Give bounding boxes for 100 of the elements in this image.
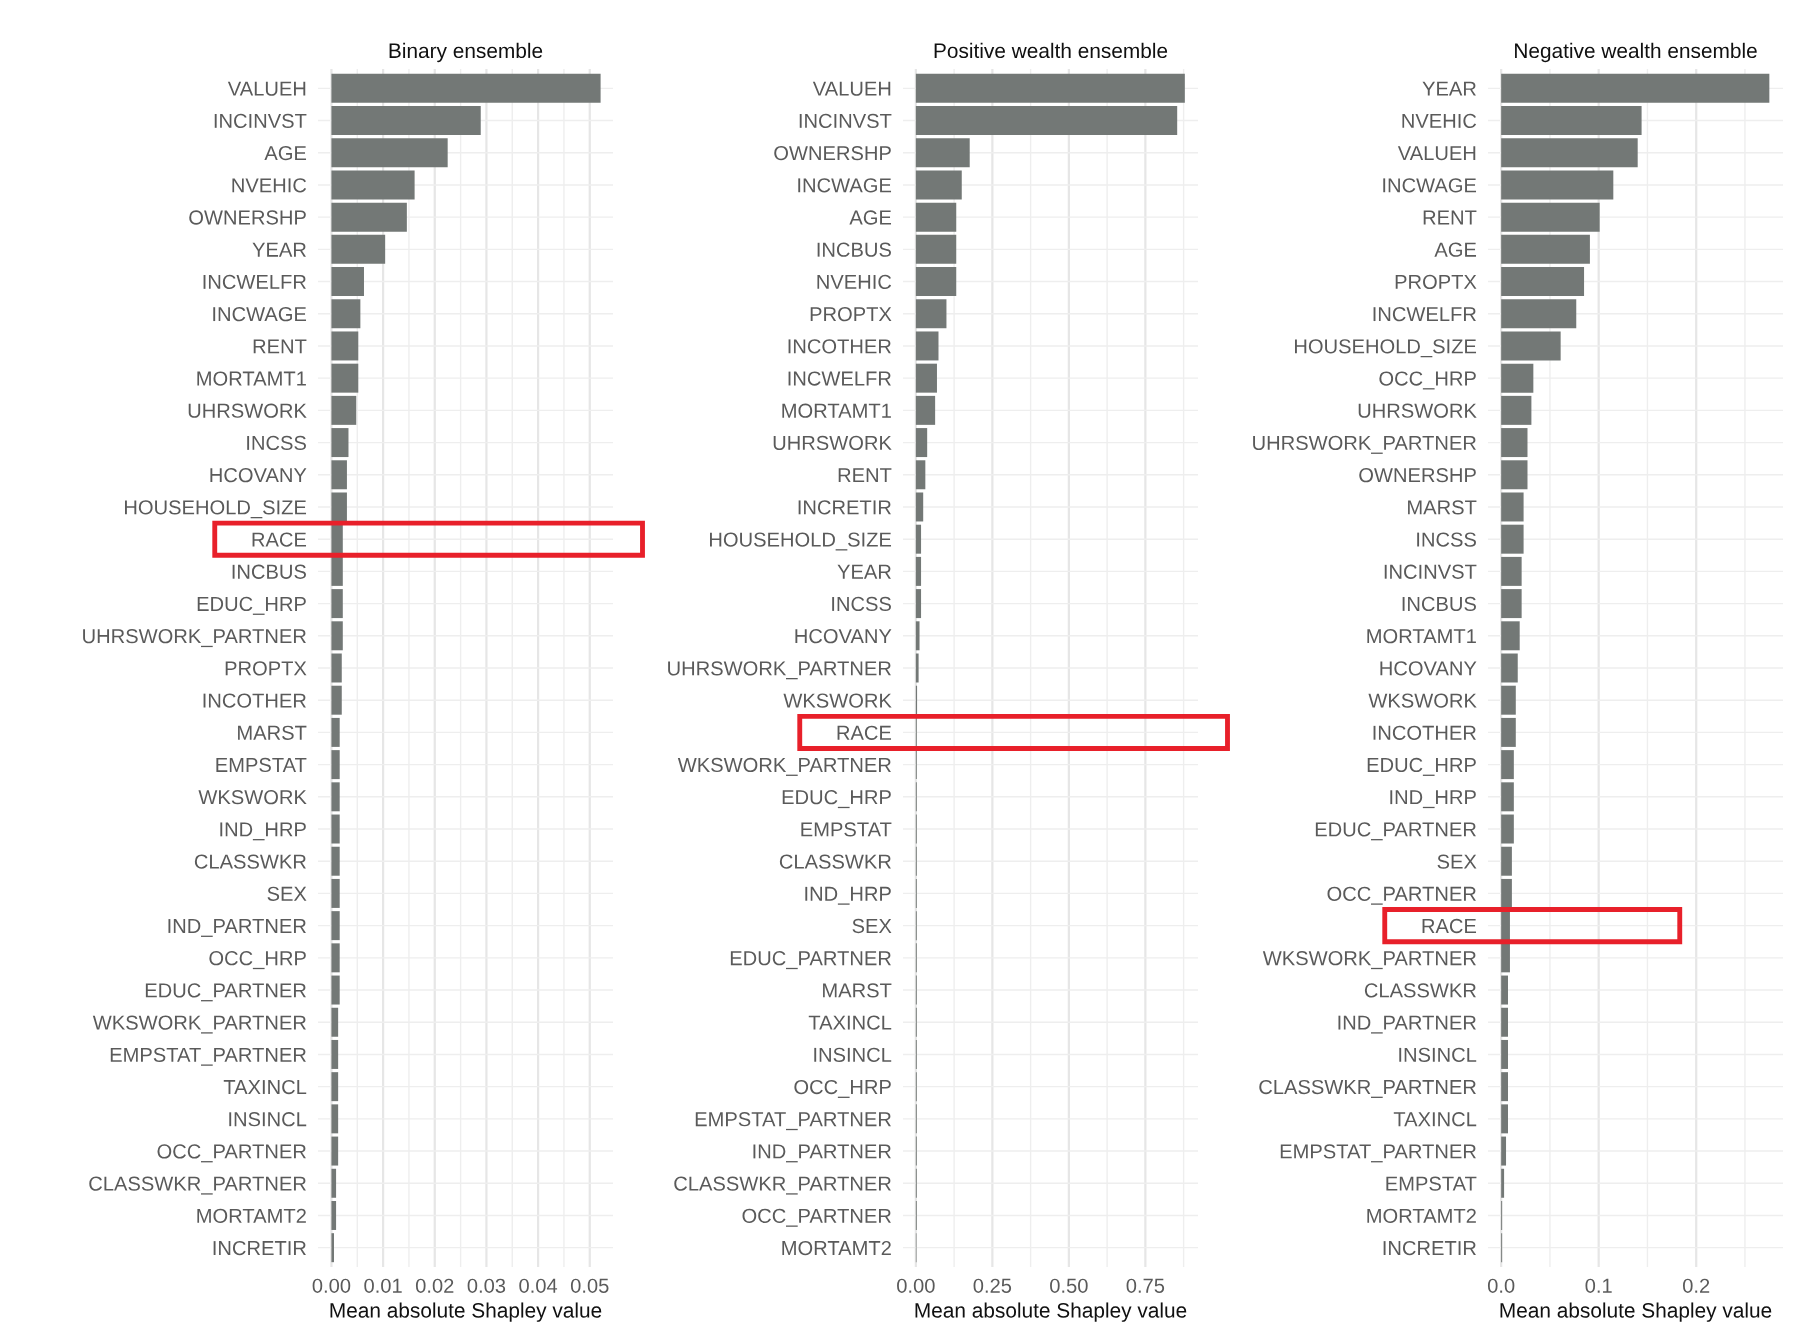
bar <box>915 170 962 200</box>
y-tick-label: EMPSTAT_PARTNER <box>695 1112 891 1131</box>
bar <box>915 267 957 297</box>
bar <box>1501 589 1522 619</box>
y-tick-label: INSINCL <box>229 1112 307 1127</box>
y-tick-label: IND_HRP <box>805 886 891 905</box>
y-tick-label: MARST <box>823 983 892 998</box>
y-tick-label: UHRSWORK <box>1358 403 1477 418</box>
x-tick-label: 0.02 <box>415 1278 454 1293</box>
y-tick-label: CLASSWKR <box>1364 983 1476 998</box>
y-tick-label: OCC_HRP <box>209 951 306 970</box>
x-axis-title: Mean absolute Shapley value <box>915 1302 1187 1322</box>
y-tick-label: IND_HRP <box>1390 790 1476 809</box>
bar <box>331 299 361 329</box>
y-tick-label: INCSS <box>1417 532 1476 547</box>
y-tick-label: HCOVANY <box>210 468 307 483</box>
x-tick-label: 0.00 <box>312 1278 351 1293</box>
y-tick-label: MORTAMT2 <box>1367 1208 1476 1223</box>
bar <box>331 750 340 780</box>
bar <box>331 1168 337 1198</box>
y-tick-label: RACE <box>837 725 892 740</box>
y-tick-label: INCOTHER <box>203 693 306 708</box>
y-tick-label: OCC_HRP <box>1379 371 1476 390</box>
y-tick-label: INCWELFR <box>788 371 891 386</box>
y-tick-label: INSINCL <box>1399 1047 1477 1062</box>
y-tick-label: CLASSWKR <box>779 854 891 869</box>
x-tick-label: 0.75 <box>1126 1278 1165 1293</box>
y-tick-label: AGE <box>264 145 307 161</box>
y-tick-label: EMPSTAT_PARTNER <box>110 1047 306 1066</box>
bar <box>1501 1136 1507 1166</box>
y-tick-label: HOUSEHOLD_SIZE <box>125 500 307 519</box>
bar <box>1501 621 1520 651</box>
y-tick-label: UHRSWORK_PARTNER <box>668 661 891 680</box>
bar <box>331 911 340 941</box>
bar <box>331 1136 339 1166</box>
y-tick-label: EMPSTAT <box>216 757 307 773</box>
bar <box>331 975 340 1005</box>
bar <box>331 202 407 232</box>
y-tick-label: AGE <box>849 210 892 225</box>
y-tick-label: EDUC_PARTNER <box>730 951 891 970</box>
y-tick-label: OCC_HRP <box>794 1079 891 1098</box>
y-tick-label: IND_PARTNER <box>168 919 306 937</box>
chart-title: Negative wealth ensemble <box>1515 42 1757 63</box>
y-tick-label: OWNERSHP <box>774 145 891 161</box>
y-tick-label: CLASSWKR_PARTNER <box>1259 1079 1476 1098</box>
x-tick-label: 0.00 <box>897 1278 935 1293</box>
y-tick-label: TAXINCL <box>223 1079 307 1095</box>
y-tick-label: CLASSWKR_PARTNER <box>674 1176 891 1195</box>
bar <box>331 782 340 812</box>
bar <box>915 428 928 458</box>
y-tick-label: VALUEH <box>812 81 891 96</box>
y-tick-label: EDUC_HRP <box>197 596 306 615</box>
y-tick-label: EDUC_HRP <box>1367 757 1476 776</box>
bar <box>331 73 601 103</box>
bar <box>331 1200 337 1230</box>
y-tick-label: WKSWORK <box>1368 693 1477 708</box>
bar <box>331 363 359 393</box>
chart-title: Binary ensemble <box>389 42 543 63</box>
bar <box>331 621 343 651</box>
bar <box>331 331 359 361</box>
y-tick-label: UHRSWORK_PARTNER <box>1253 435 1476 454</box>
x-tick-label: 0.05 <box>570 1278 609 1293</box>
y-tick-label: EDUC_PARTNER <box>1315 822 1476 841</box>
bar <box>331 1072 339 1102</box>
x-tick-label: 0.0 <box>1487 1278 1515 1293</box>
y-tick-label: PROPTX <box>1395 274 1477 290</box>
bar <box>1501 685 1516 715</box>
bar <box>915 234 957 264</box>
bar <box>915 363 937 393</box>
y-tick-label: MORTAMT2 <box>197 1208 306 1223</box>
bar <box>1501 267 1585 297</box>
y-tick-label: MARST <box>238 725 307 740</box>
bar <box>915 299 947 329</box>
y-tick-label: WKSWORK <box>783 693 892 708</box>
y-tick-label: UHRSWORK <box>188 403 307 418</box>
y-tick-label: HCOVANY <box>1380 661 1477 676</box>
y-tick-label: INCBUS <box>817 242 891 257</box>
bar <box>915 331 939 361</box>
y-tick-label: WKSWORK_PARTNER <box>1262 951 1476 970</box>
bar <box>331 589 343 619</box>
bar <box>331 1104 339 1134</box>
bar <box>331 878 340 908</box>
y-tick-label: VALUEH <box>227 81 306 96</box>
y-tick-label: INCWELFR <box>1373 306 1476 322</box>
bar <box>331 717 340 747</box>
bar <box>331 267 364 297</box>
bar <box>331 556 343 586</box>
y-tick-label: RENT <box>838 468 892 483</box>
bar <box>1501 750 1514 780</box>
bar <box>331 460 347 490</box>
y-tick-label: INCINVST <box>799 113 892 129</box>
bar <box>1501 782 1514 812</box>
bar <box>1501 202 1600 232</box>
y-tick-label: INCWELFR <box>203 274 306 290</box>
bar <box>331 814 340 844</box>
y-tick-label: INSINCL <box>814 1047 892 1062</box>
y-tick-label: INCRETIR <box>213 1240 306 1256</box>
bar <box>1501 331 1561 361</box>
y-tick-label: RACE <box>1422 918 1477 934</box>
y-tick-label: MORTAMT1 <box>1367 629 1476 644</box>
